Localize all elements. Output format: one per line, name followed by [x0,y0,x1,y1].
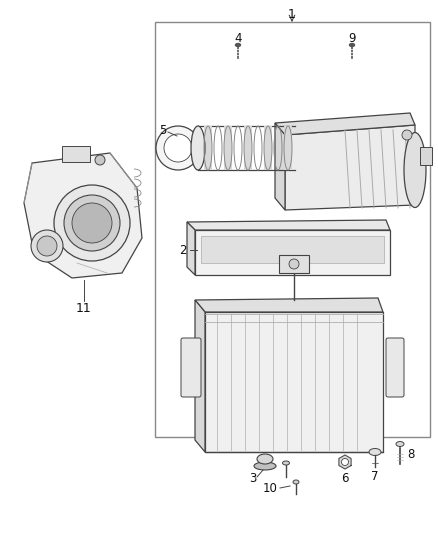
Ellipse shape [350,44,354,46]
Ellipse shape [396,441,404,447]
Text: 10: 10 [262,481,277,495]
Circle shape [156,126,200,170]
Ellipse shape [404,133,426,207]
Circle shape [402,130,412,140]
Polygon shape [339,455,351,469]
Bar [279,255,309,273]
Polygon shape [24,153,142,278]
Bar [62,146,90,162]
Text: 2: 2 [179,244,187,256]
Bar [244,126,252,170]
Circle shape [289,259,299,269]
Ellipse shape [293,480,299,484]
FancyBboxPatch shape [181,338,201,397]
Circle shape [95,155,105,165]
Circle shape [342,458,349,465]
Polygon shape [187,220,390,230]
Text: 1: 1 [288,7,296,20]
Polygon shape [195,300,205,452]
Bar [420,147,432,165]
Ellipse shape [236,44,240,46]
Ellipse shape [283,461,290,465]
Polygon shape [195,298,383,312]
Circle shape [37,236,57,256]
Circle shape [31,230,63,262]
Text: 6: 6 [341,472,349,484]
Bar [205,312,383,452]
Ellipse shape [369,448,381,456]
Polygon shape [275,113,415,135]
Text: 5: 5 [159,125,167,138]
Ellipse shape [257,454,273,464]
Text: 9: 9 [348,31,356,44]
FancyBboxPatch shape [386,338,404,397]
Bar [264,126,272,170]
Text: 3: 3 [249,472,257,484]
Polygon shape [285,125,415,210]
Polygon shape [187,222,195,275]
Ellipse shape [254,462,276,470]
Bar [224,126,232,170]
Bar [284,126,292,170]
Bar [201,236,384,263]
Bar [204,126,212,170]
Bar [155,22,430,437]
Text: 8: 8 [407,448,415,461]
Text: 11: 11 [76,302,92,314]
Polygon shape [275,123,285,210]
Ellipse shape [191,126,205,170]
Text: 4: 4 [234,31,242,44]
Bar [195,230,390,275]
Circle shape [54,185,130,261]
Bar [197,143,205,153]
Circle shape [72,203,112,243]
Text: 7: 7 [371,471,379,483]
Circle shape [64,195,120,251]
Circle shape [164,134,192,162]
